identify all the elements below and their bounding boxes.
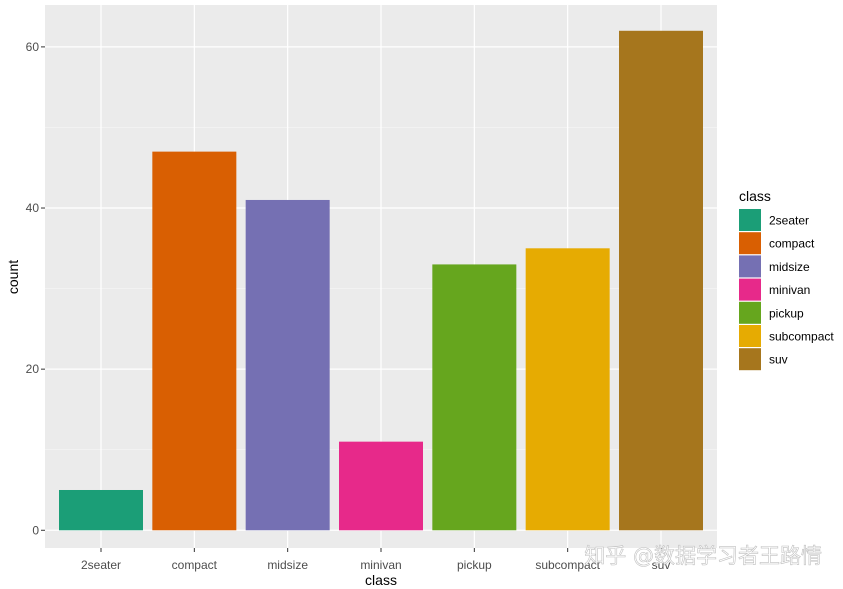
legend-label-subcompact: subcompact bbox=[769, 330, 834, 344]
y-axis-title: count bbox=[5, 260, 21, 294]
watermark: 知乎 @数据学习者王路情 bbox=[584, 544, 822, 568]
bar-compact bbox=[152, 151, 237, 531]
bar-minivan bbox=[339, 441, 423, 531]
y-tick-label: 0 bbox=[32, 523, 39, 537]
x-tick-label: compact bbox=[172, 558, 218, 572]
bar-suv bbox=[619, 30, 703, 531]
legend-key-subcompact bbox=[739, 325, 761, 347]
legend-key-compact bbox=[739, 232, 761, 255]
x-axis-title: class bbox=[365, 572, 397, 588]
bar-midsize bbox=[245, 199, 330, 531]
legend-key-pickup bbox=[739, 301, 761, 324]
bar-pickup bbox=[432, 264, 517, 531]
legend-key-suv bbox=[739, 348, 761, 371]
x-tick-label: minivan bbox=[360, 558, 401, 572]
legend-key-minivan bbox=[739, 278, 761, 301]
x-tick-label: 2seater bbox=[81, 558, 121, 572]
bar-2seater bbox=[59, 489, 143, 531]
x-tick-label: suv bbox=[652, 558, 671, 572]
bar-subcompact bbox=[525, 248, 610, 531]
y-tick-label: 40 bbox=[26, 201, 40, 215]
y-tick-label: 60 bbox=[26, 40, 40, 54]
legend-label-2seater: 2seater bbox=[769, 214, 809, 228]
x-tick-label: pickup bbox=[457, 558, 492, 572]
legend-label-suv: suv bbox=[769, 353, 788, 367]
legend-label-pickup: pickup bbox=[769, 306, 804, 320]
legend-title: class bbox=[739, 188, 771, 204]
legend-label-compact: compact bbox=[769, 237, 815, 251]
y-axis-ticks: 0 20 40 60 bbox=[26, 40, 45, 537]
x-axis-ticks: 2seater compact midsize minivan pickup subcom… bbox=[81, 548, 670, 572]
legend-label-midsize: midsize bbox=[769, 260, 810, 274]
legend-key-midsize bbox=[739, 255, 761, 278]
legend: class 2seater compact midsize minivan pickup… bbox=[739, 188, 834, 371]
legend-items: 2seater compact midsize minivan pickup subcom… bbox=[739, 209, 834, 371]
y-tick-label: 20 bbox=[26, 362, 40, 376]
x-tick-label: subcompact bbox=[535, 558, 600, 572]
legend-key-2seater bbox=[739, 209, 761, 231]
bars bbox=[59, 30, 703, 531]
x-tick-label: midsize bbox=[267, 558, 308, 572]
legend-label-minivan: minivan bbox=[769, 283, 810, 297]
